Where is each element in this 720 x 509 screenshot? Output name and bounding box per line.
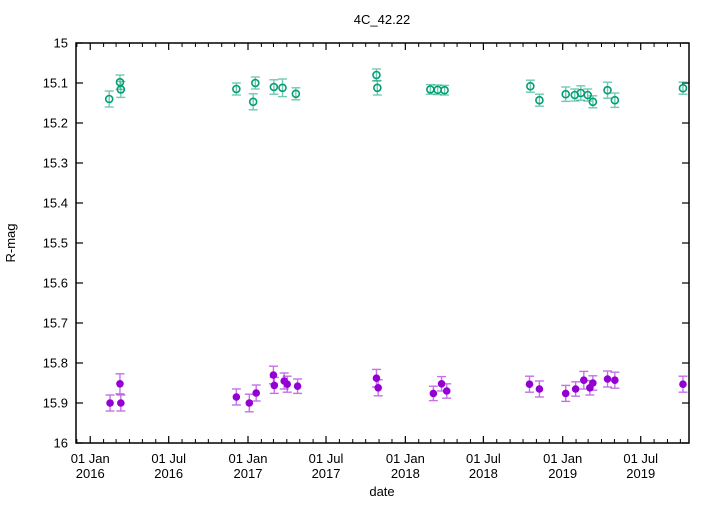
data-point-filled-circle — [117, 399, 125, 407]
data-point-filled-circle — [603, 375, 612, 383]
data-point-filled-circle — [245, 399, 254, 407]
y-tick-label: 15.7 — [43, 316, 68, 331]
data-point-filled-circle — [589, 379, 597, 387]
data-point-filled-circle — [106, 399, 114, 407]
data-point-filled-circle — [293, 382, 302, 391]
error-bar — [603, 81, 613, 99]
axis-layer: 15 15.1 15.2 15.3 15.4 15.5 15.6 15.7 15.8 15.9 16… — [43, 36, 690, 481]
error-bar — [561, 86, 571, 103]
y-tick-label: 15.3 — [43, 156, 68, 171]
y-tick-label: 16 — [54, 436, 68, 451]
data-point-open-circle — [278, 83, 287, 93]
plot-border — [75, 42, 690, 444]
data-point-open-circle — [603, 85, 612, 95]
x-tick-label-line2: 2018 — [391, 466, 420, 481]
error-bar — [104, 90, 114, 108]
x-tick-label-line1: 01 Jul — [623, 451, 658, 466]
y-tick-label: 15.9 — [43, 396, 68, 411]
data-point-filled-circle — [116, 380, 124, 388]
x-tick-label-line2: 2016 — [76, 466, 105, 481]
data-point-filled-circle — [525, 380, 534, 389]
data-point-open-circle — [372, 70, 381, 80]
x-tick-label-line1: 01 Jan — [228, 451, 267, 466]
x-tick-label-line1: 01 Jan — [543, 451, 582, 466]
data-point-open-circle — [251, 78, 260, 88]
series-layer — [104, 68, 688, 413]
y-tick-label: 15 — [54, 36, 68, 51]
data-point-filled-circle — [270, 381, 279, 390]
data-point-filled-circle — [571, 385, 580, 393]
data-point-filled-circle — [611, 376, 619, 385]
open-circles-series — [104, 68, 688, 111]
data-point-open-circle — [535, 95, 544, 105]
data-point-filled-circle — [561, 389, 570, 398]
data-point-open-circle — [561, 89, 571, 99]
data-point-open-circle — [232, 84, 241, 94]
data-point-filled-circle — [283, 380, 292, 389]
x-tick-label-line1: 01 Jan — [386, 451, 425, 466]
error-bar — [576, 85, 586, 101]
data-point-filled-circle — [442, 387, 451, 395]
y-tick-label: 15.5 — [43, 236, 68, 251]
data-point-open-circle — [248, 97, 258, 107]
data-point-open-circle — [116, 85, 126, 94]
data-point-open-circle — [104, 94, 114, 104]
data-point-open-circle — [269, 82, 279, 92]
data-point-filled-circle — [437, 380, 446, 388]
y-tick-label: 15.2 — [43, 116, 68, 131]
data-point-open-circle — [678, 83, 688, 93]
data-point-filled-circle — [429, 389, 438, 398]
x-tick-label-line1: 01 Jan — [71, 451, 110, 466]
x-tick-label-line1: 01 Jul — [466, 451, 501, 466]
chart-title: 4C_42.22 — [354, 12, 410, 27]
data-point-filled-circle — [374, 384, 382, 392]
data-point-filled-circle — [372, 374, 381, 383]
data-point-open-circle — [440, 85, 449, 95]
data-point-open-circle — [526, 81, 535, 91]
error-bar — [372, 79, 382, 96]
data-point-open-circle — [610, 95, 620, 105]
data-point-filled-circle — [535, 385, 544, 393]
y-tick-label: 15.1 — [43, 76, 68, 91]
data-point-open-circle — [588, 97, 598, 107]
x-tick-label-line1: 01 Jul — [151, 451, 186, 466]
filled-circles-series — [105, 365, 688, 413]
y-axis-label: R-mag — [3, 223, 18, 262]
y-tick-label: 15.6 — [43, 276, 68, 291]
x-tick-label-line2: 2017 — [234, 466, 263, 481]
x-tick-label-line2: 2016 — [154, 466, 183, 481]
data-point-open-circle — [291, 89, 301, 99]
x-tick-label-line1: 01 Jul — [309, 451, 344, 466]
error-bar — [248, 93, 258, 111]
x-tick-label-line2: 2019 — [548, 466, 577, 481]
x-tick-label-line2: 2018 — [469, 466, 498, 481]
error-bar — [269, 79, 279, 95]
y-tick-label: 15.4 — [43, 196, 68, 211]
error-bar — [610, 92, 620, 109]
x-axis-label: date — [369, 484, 394, 499]
x-tick-label-line2: 2017 — [312, 466, 341, 481]
error-bar — [277, 78, 287, 98]
data-point-filled-circle — [252, 389, 260, 397]
data-point-filled-circle — [679, 380, 687, 389]
data-point-open-circle — [583, 90, 592, 100]
error-bar — [116, 80, 126, 99]
data-point-open-circle — [373, 83, 382, 93]
data-point-filled-circle — [232, 393, 241, 401]
y-tick-label: 15.8 — [43, 356, 68, 371]
data-point-filled-circle — [580, 376, 588, 385]
x-tick-label-line2: 2019 — [626, 466, 655, 481]
